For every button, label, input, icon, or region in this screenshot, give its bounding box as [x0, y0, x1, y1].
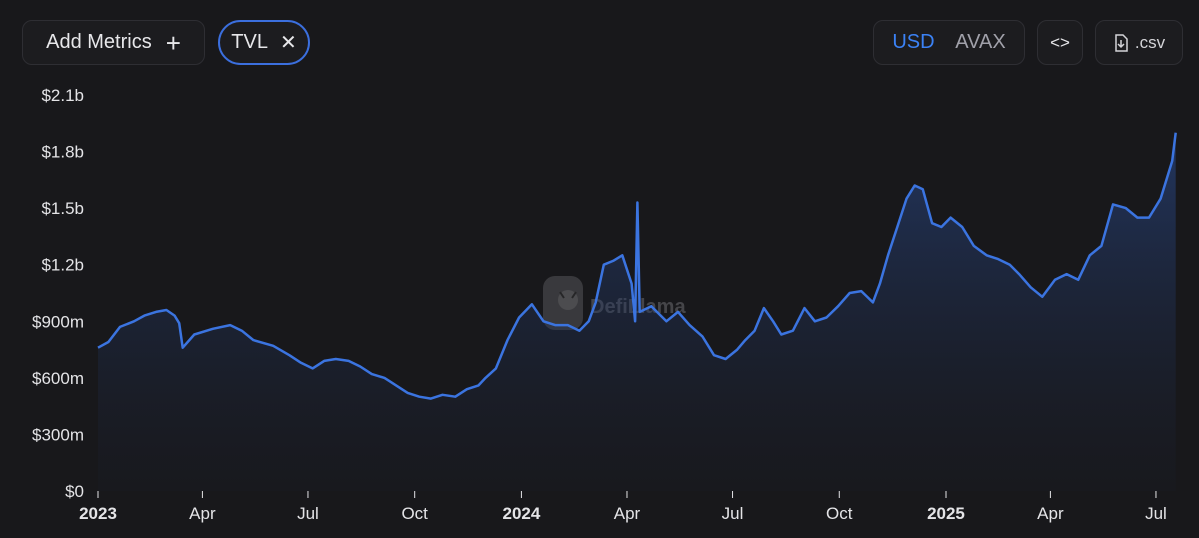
add-metrics-label: Add Metrics [46, 31, 152, 53]
x-tick-label: 2023 [79, 504, 117, 523]
x-tick-label: Apr [614, 504, 641, 523]
currency-toggle: USD AVAX [873, 20, 1025, 65]
x-axis: 2023 Apr Jul Oct 2024 Apr Jul Oct 2025 Apr Jul [79, 491, 1167, 523]
csv-label: .csv [1134, 32, 1166, 52]
tvl-area-fill [98, 132, 1176, 491]
x-tick-label: Apr [1037, 504, 1064, 523]
y-tick-label: $300m [32, 425, 84, 444]
x-tick-label: Oct [826, 504, 853, 523]
y-tick-label: $1.8b [41, 143, 84, 162]
x-tick-label: Jul [1145, 504, 1167, 523]
download-icon [1115, 33, 1128, 52]
code-icon: <> [1050, 32, 1070, 52]
currency-option-usd[interactable]: USD [892, 31, 935, 53]
x-tick-label: 2025 [927, 504, 965, 523]
plus-icon: + [165, 27, 181, 58]
y-tick-label: $900m [32, 312, 84, 331]
llama-logo [543, 276, 583, 330]
metric-chip-label: TVL [231, 31, 268, 53]
currency-option-avax[interactable]: AVAX [955, 31, 1006, 53]
x-tick-label: Jul [722, 504, 744, 523]
y-tick-label: $0 [65, 482, 84, 501]
x-tick-label: Jul [297, 504, 319, 523]
metric-chip-tvl[interactable]: TVL ✕ [218, 20, 310, 65]
x-tick-label: Oct [401, 504, 428, 523]
tvl-line [97, 132, 1177, 400]
close-icon[interactable]: ✕ [279, 31, 297, 54]
x-tick-label: 2024 [503, 504, 541, 523]
add-metrics-button[interactable]: Add Metrics + [22, 20, 205, 65]
chart-toolbar: Add Metrics + TVL ✕ USD AVAX <> .csv [0, 0, 1199, 84]
y-tick-label: $1.5b [41, 199, 84, 218]
x-tick-label: Apr [189, 504, 216, 523]
download-csv-button[interactable]: .csv [1095, 20, 1183, 65]
y-tick-label: $600m [32, 369, 84, 388]
y-tick-label: $1.2b [41, 256, 84, 275]
y-axis: $0 $300m $600m $900m $1.2b $1.5b $1.8b $2.1b [32, 86, 84, 501]
y-tick-label: $2.1b [41, 86, 84, 105]
embed-button[interactable]: <> [1037, 20, 1083, 65]
